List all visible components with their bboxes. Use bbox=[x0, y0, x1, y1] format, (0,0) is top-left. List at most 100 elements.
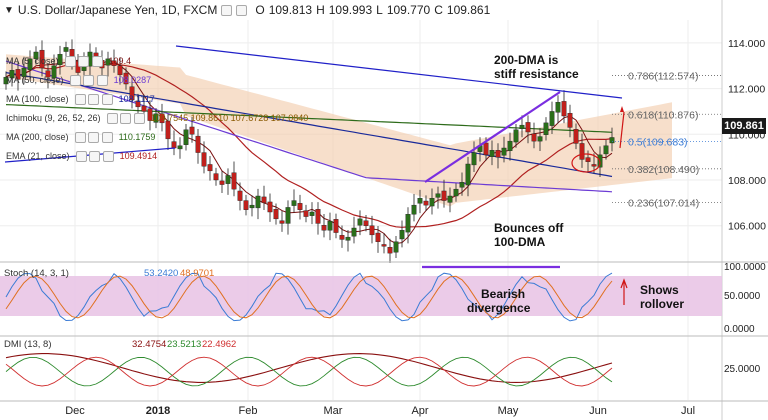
indicator-controls[interactable] bbox=[74, 132, 113, 145]
indicator-controls[interactable] bbox=[75, 151, 114, 164]
annotation-rollover-line1: Shows bbox=[640, 283, 679, 297]
stoch-tick-label: 100.0000 bbox=[724, 262, 766, 273]
candle-body bbox=[561, 101, 567, 117]
candle-body bbox=[321, 225, 327, 231]
candle-body bbox=[567, 113, 573, 128]
candle-body bbox=[543, 122, 549, 135]
candle-body bbox=[513, 129, 519, 143]
candle-body bbox=[21, 67, 27, 77]
indicator-name: Ichimoku (9, 26, 52, 26) bbox=[6, 113, 101, 123]
candle-body bbox=[3, 76, 9, 85]
candle-body bbox=[303, 210, 309, 217]
ichimoku-cloud bbox=[6, 54, 672, 207]
time-axis-label: May bbox=[498, 405, 519, 417]
candle-body bbox=[213, 173, 219, 181]
high-value: 109.993 bbox=[328, 3, 373, 17]
stoch-lines bbox=[5, 272, 613, 322]
candle-body bbox=[117, 65, 123, 76]
candle-body bbox=[549, 111, 555, 126]
fib-label: 0.382(108.490) bbox=[628, 164, 699, 176]
candle-body bbox=[39, 49, 45, 69]
candle-body bbox=[357, 218, 363, 226]
candle-body bbox=[231, 172, 237, 190]
open-value: 109.813 bbox=[268, 3, 313, 17]
candle-body bbox=[447, 195, 453, 203]
candle-body bbox=[411, 204, 417, 215]
candle-body bbox=[525, 122, 531, 133]
indicator-legend-row: EMA (21, close) 109.4914 bbox=[6, 151, 157, 164]
candle-body bbox=[417, 198, 423, 204]
candle-body bbox=[573, 129, 579, 144]
candle-body bbox=[123, 72, 129, 85]
close-value: 109.861 bbox=[446, 3, 491, 17]
indicator-controls[interactable] bbox=[69, 75, 108, 88]
dmi-plus-line bbox=[5, 356, 613, 387]
candle-body bbox=[159, 113, 165, 124]
dmi-lines bbox=[5, 353, 613, 387]
candles bbox=[3, 39, 615, 263]
dmi-adx-line bbox=[5, 353, 613, 383]
annotation-resistance-line1: 200-DMA is bbox=[494, 53, 559, 67]
candle-body bbox=[285, 207, 291, 224]
price-tick-label: 106.000 bbox=[728, 221, 766, 233]
candle-body bbox=[309, 211, 315, 216]
indicator-value: 109.4 bbox=[108, 56, 132, 66]
time-axis-label: 2018 bbox=[146, 405, 170, 417]
candle-body bbox=[207, 164, 213, 172]
candle-body bbox=[177, 145, 183, 150]
candle-body bbox=[261, 196, 267, 204]
collapse-toggle-icon[interactable]: ▼ bbox=[4, 4, 14, 16]
time-axis-label: Jul bbox=[681, 405, 695, 417]
stoch-tick-label: 50.0000 bbox=[724, 291, 761, 302]
candle-body bbox=[249, 204, 255, 209]
annotation-resistance-line2: stiff resistance bbox=[494, 67, 579, 81]
candle-body bbox=[279, 220, 285, 224]
settings-icon[interactable] bbox=[236, 4, 248, 16]
candle-body bbox=[423, 200, 429, 206]
candle-body bbox=[429, 198, 435, 207]
candle-body bbox=[339, 235, 345, 240]
indicator-name: EMA (21, close) bbox=[6, 151, 70, 161]
annotation-divergence-line2: divergence bbox=[467, 301, 531, 315]
candle-body bbox=[105, 58, 111, 66]
trendline-rising bbox=[424, 91, 561, 183]
indicator-legend-row: MA (200, close) 110.1759 bbox=[6, 132, 155, 145]
visibility-icon[interactable] bbox=[221, 4, 233, 16]
annotation-rollover-line2: rollover bbox=[640, 297, 684, 311]
indicator-value: 108.0287 bbox=[113, 75, 152, 85]
candle-body bbox=[297, 203, 303, 210]
time-axis-label: Apr bbox=[411, 405, 428, 417]
candle-body bbox=[441, 190, 447, 201]
fib-label: 0.236(107.014) bbox=[628, 198, 699, 210]
candle-body bbox=[9, 70, 15, 79]
indicator-controls[interactable] bbox=[74, 94, 113, 107]
dmi-value-1: 32.4754 bbox=[132, 339, 166, 350]
ma-50-line bbox=[5, 60, 613, 193]
indicator-value: 109.7545 109.8610 107.6728 107.0840 bbox=[150, 113, 309, 123]
candle-body bbox=[147, 108, 153, 121]
annotation-bounce-line2: 100-DMA bbox=[494, 235, 546, 249]
indicator-controls[interactable] bbox=[106, 113, 145, 126]
indicator-name: MA (5, close) bbox=[6, 56, 59, 66]
close-label: C bbox=[434, 3, 443, 17]
indicator-name: MA (100, close) bbox=[6, 94, 69, 104]
annotation-bounce-line1: Bounces off bbox=[494, 221, 564, 235]
candle-body bbox=[15, 69, 21, 80]
indicator-name: MA (200, close) bbox=[6, 132, 69, 142]
dmi-value-2: 23.5213 bbox=[167, 339, 201, 350]
dmi-label: DMI (13, 8) bbox=[4, 339, 52, 350]
stoch-k-value: 53.2420 bbox=[144, 268, 178, 279]
candle-body bbox=[171, 141, 177, 149]
indicator-controls[interactable] bbox=[64, 56, 103, 69]
candle-body bbox=[57, 54, 63, 65]
price-tick-label: 112.000 bbox=[728, 84, 765, 96]
up-arrow-head bbox=[620, 106, 624, 112]
candle-body bbox=[603, 145, 609, 155]
candle-body bbox=[453, 188, 459, 197]
candle-body bbox=[195, 135, 201, 153]
candle-body bbox=[201, 152, 207, 167]
high-label: H bbox=[316, 3, 325, 17]
candle-body bbox=[45, 70, 51, 78]
candle-body bbox=[183, 129, 189, 145]
